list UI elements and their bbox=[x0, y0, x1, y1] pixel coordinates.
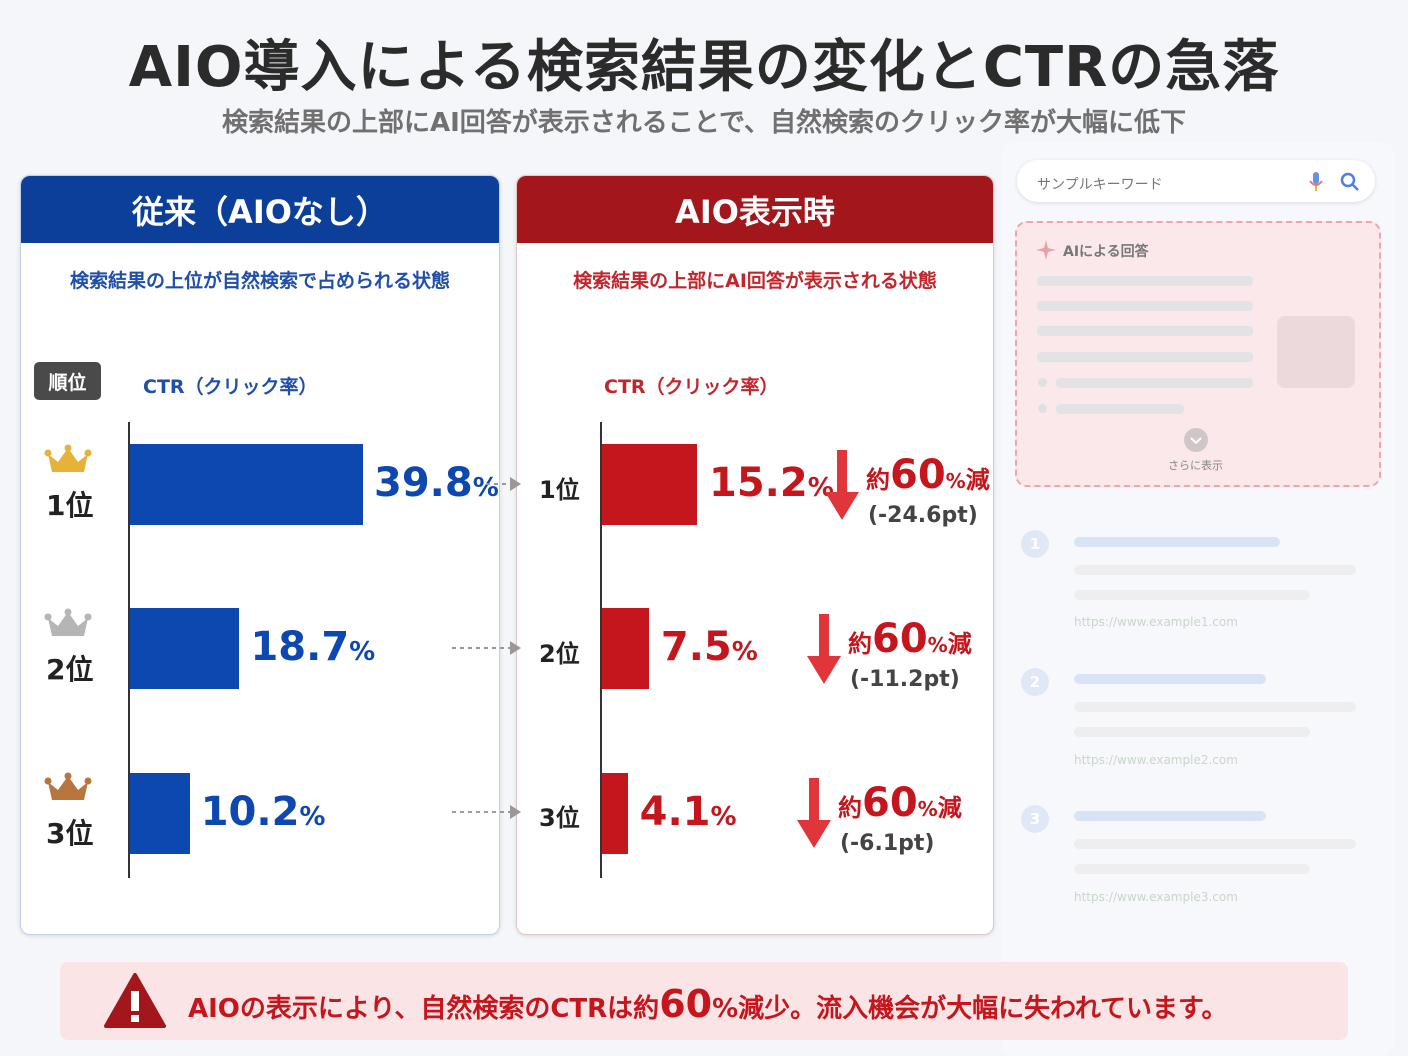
result-snippet bbox=[1074, 839, 1356, 849]
left-panel: 従来（AIOなし） 検索結果の上位が自然検索で占められる状態 bbox=[20, 175, 500, 935]
ctr-axis-label-right: CTR（クリック率） bbox=[604, 376, 779, 398]
value-label-left-2: 18.7% bbox=[250, 624, 376, 670]
reduction-label-3: 約60%減 bbox=[838, 780, 962, 826]
show-more-link[interactable]: さらに表示 bbox=[1168, 459, 1223, 472]
page-subtitle: 検索結果の上部にAI回答が表示されることで、自然検索のクリック率が大幅に低下 bbox=[222, 108, 1186, 138]
right-rank-2-label: 2位 bbox=[539, 640, 580, 668]
result-snippet bbox=[1074, 590, 1310, 600]
left-axis-line bbox=[128, 422, 130, 878]
search-query-text: サンプルキーワード bbox=[1037, 177, 1163, 193]
bar-left-rank-2 bbox=[130, 608, 240, 689]
result-title[interactable] bbox=[1074, 674, 1266, 684]
down-arrow-icon bbox=[797, 778, 831, 848]
right-panel-description: 検索結果の上部にAI回答が表示される状態 bbox=[573, 270, 937, 292]
placeholder-line bbox=[1056, 404, 1184, 414]
result-snippet bbox=[1074, 702, 1356, 712]
down-arrow-icon bbox=[825, 450, 859, 520]
result-url[interactable]: https://www.example2.com bbox=[1074, 753, 1238, 767]
result-title[interactable] bbox=[1074, 811, 1266, 821]
left-panel-header: 従来（AIOなし） bbox=[21, 176, 499, 243]
value-label-left-3: 10.2% bbox=[200, 789, 326, 835]
right-rank-1-label: 1位 bbox=[539, 476, 580, 504]
result-number: 2 bbox=[1021, 668, 1049, 696]
bullet bbox=[1038, 404, 1047, 413]
ai-thumbnail bbox=[1277, 316, 1355, 388]
result-url[interactable]: https://www.example3.com bbox=[1074, 890, 1238, 904]
placeholder-line bbox=[1037, 326, 1253, 336]
result-snippet bbox=[1074, 727, 1310, 737]
ctr-axis-label-left: CTR（クリック率） bbox=[143, 376, 318, 398]
placeholder-line bbox=[1037, 276, 1253, 286]
value-label-left-1: 39.8% bbox=[374, 460, 499, 506]
dotted-arrow-2 bbox=[452, 641, 521, 655]
bullet bbox=[1038, 378, 1047, 387]
result-url[interactable]: https://www.example1.com bbox=[1074, 615, 1238, 629]
chevron-down-icon[interactable] bbox=[1183, 427, 1209, 453]
placeholder-line bbox=[1056, 378, 1253, 388]
placeholder-line bbox=[1037, 301, 1253, 311]
delta-label-1: (-24.6pt) bbox=[868, 503, 978, 528]
dotted-arrow-3 bbox=[452, 805, 521, 819]
rank-2-label: 2位 bbox=[46, 653, 94, 686]
rank-1-label: 1位 bbox=[46, 489, 94, 522]
bar-right-rank-1 bbox=[602, 444, 697, 525]
value-label-right-1: 15.2% bbox=[709, 460, 834, 506]
result-snippet bbox=[1074, 565, 1356, 575]
left-panel-description: 検索結果の上位が自然検索で占められる状態 bbox=[69, 270, 450, 292]
reduction-label-2: 約60%減 bbox=[848, 616, 972, 662]
rank-3-label: 3位 bbox=[46, 817, 94, 850]
right-panel-header: AIO表示時 bbox=[517, 176, 993, 243]
warning-icon bbox=[104, 973, 166, 1028]
value-label-right-2: 7.5% bbox=[660, 624, 758, 670]
silver-crown-icon bbox=[44, 608, 92, 636]
reduction-label-1: 約60%減 bbox=[866, 452, 990, 498]
sparkle-icon bbox=[1036, 240, 1056, 260]
dotted-arrow-1 bbox=[486, 477, 521, 491]
banner-message: AIOの表示により、自然検索のCTRは約60%減少。流入機会が大幅に失われていま… bbox=[188, 982, 1228, 1026]
bar-left-rank-1 bbox=[130, 444, 363, 525]
microphone-icon[interactable] bbox=[1308, 171, 1324, 193]
ai-answer-title: AIによる回答 bbox=[1063, 244, 1149, 260]
result-number: 1 bbox=[1021, 530, 1049, 558]
right-rank-3-label: 3位 bbox=[539, 804, 580, 832]
warning-banner bbox=[60, 962, 1348, 1040]
bar-right-rank-3 bbox=[602, 773, 628, 854]
rank-badge: 順位 bbox=[34, 362, 101, 400]
result-number: 3 bbox=[1021, 805, 1049, 833]
result-title[interactable] bbox=[1074, 537, 1280, 547]
bronze-crown-icon bbox=[44, 772, 92, 800]
bar-left-rank-3 bbox=[130, 773, 190, 854]
delta-label-3: (-6.1pt) bbox=[840, 831, 935, 856]
search-icon[interactable] bbox=[1340, 172, 1360, 192]
gold-crown-icon bbox=[44, 444, 92, 472]
delta-label-2: (-11.2pt) bbox=[850, 667, 960, 692]
bar-right-rank-2 bbox=[602, 608, 649, 689]
down-arrow-icon bbox=[807, 614, 841, 684]
right-panel: AIO表示時 検索結果の上部にAI回答が表示される状態 bbox=[516, 175, 994, 935]
placeholder-line bbox=[1037, 352, 1253, 362]
value-label-right-3: 4.1% bbox=[639, 789, 737, 835]
page-title: AIO導入による検索結果の変化とCTRの急落 bbox=[128, 35, 1280, 100]
result-snippet bbox=[1074, 864, 1310, 874]
right-axis-line bbox=[600, 422, 602, 878]
